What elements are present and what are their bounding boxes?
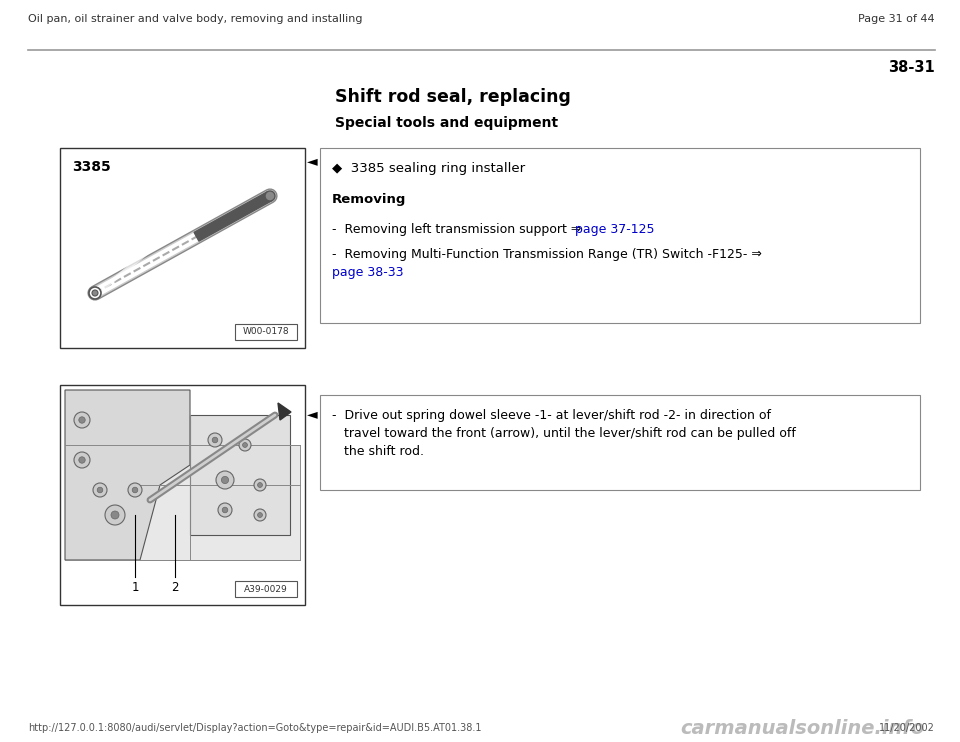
Text: ◆  3385 sealing ring installer: ◆ 3385 sealing ring installer: [332, 162, 525, 175]
Text: travel toward the front (arrow), until the lever/shift rod can be pulled off: travel toward the front (arrow), until t…: [332, 427, 796, 440]
Text: Shift rod seal, replacing: Shift rod seal, replacing: [335, 88, 571, 106]
Text: page 38-33: page 38-33: [332, 266, 403, 279]
FancyArrow shape: [194, 191, 273, 241]
Circle shape: [111, 511, 119, 519]
Text: A39-0029: A39-0029: [244, 585, 288, 594]
Bar: [65, 445, 300, 560]
Circle shape: [216, 471, 234, 489]
Circle shape: [265, 191, 275, 201]
Circle shape: [212, 437, 218, 443]
Circle shape: [257, 482, 262, 487]
Circle shape: [222, 508, 228, 513]
Text: 38-31: 38-31: [888, 60, 935, 75]
Text: the shift rod.: the shift rod.: [332, 445, 424, 458]
Circle shape: [128, 483, 142, 497]
Circle shape: [257, 513, 262, 517]
Bar: [320, 395, 920, 490]
Text: page 37-125: page 37-125: [575, 223, 655, 236]
Text: http://127.0.0.1:8080/audi/servlet/Display?action=Goto&type=repair&id=AUDI.B5.AT: http://127.0.0.1:8080/audi/servlet/Displ…: [28, 723, 482, 733]
Circle shape: [208, 433, 222, 447]
Circle shape: [74, 452, 90, 468]
Circle shape: [79, 417, 85, 423]
Circle shape: [218, 503, 232, 517]
Text: Removing: Removing: [332, 193, 406, 206]
Polygon shape: [65, 390, 190, 560]
Text: Page 31 of 44: Page 31 of 44: [858, 14, 935, 24]
Bar: [320, 148, 920, 323]
Bar: [235, 581, 297, 597]
Circle shape: [132, 487, 138, 493]
Polygon shape: [278, 403, 291, 420]
Circle shape: [97, 487, 103, 493]
Text: Special tools and equipment: Special tools and equipment: [335, 116, 558, 130]
Text: 11/20/2002: 11/20/2002: [879, 723, 935, 733]
Circle shape: [89, 287, 101, 299]
Text: Oil pan, oil strainer and valve body, removing and installing: Oil pan, oil strainer and valve body, re…: [28, 14, 363, 24]
Bar: [60, 148, 305, 348]
Text: -  Removing Multi-Function Transmission Range (TR) Switch -F125- ⇒: - Removing Multi-Function Transmission R…: [332, 248, 762, 261]
Circle shape: [79, 457, 85, 463]
Circle shape: [254, 479, 266, 491]
Circle shape: [105, 505, 125, 525]
Bar: [190, 415, 290, 535]
Circle shape: [222, 476, 228, 484]
Text: 2: 2: [171, 581, 179, 594]
Circle shape: [74, 412, 90, 428]
Circle shape: [92, 290, 98, 296]
Text: -  Drive out spring dowel sleeve -1- at lever/shift rod -2- in direction of: - Drive out spring dowel sleeve -1- at l…: [332, 409, 771, 422]
Text: carmanualsonline.info: carmanualsonline.info: [680, 719, 924, 738]
Circle shape: [239, 439, 251, 451]
Circle shape: [254, 509, 266, 521]
Circle shape: [243, 442, 248, 447]
Text: ◄: ◄: [307, 407, 318, 421]
Text: -  Removing left transmission support ⇒: - Removing left transmission support ⇒: [332, 223, 586, 236]
Text: 1: 1: [132, 581, 139, 594]
Circle shape: [93, 483, 107, 497]
Bar: [235, 324, 297, 340]
Text: ◄: ◄: [307, 154, 318, 168]
Text: .: .: [615, 223, 623, 236]
Bar: [60, 385, 305, 605]
Text: W00-0178: W00-0178: [243, 327, 289, 337]
Text: .: .: [372, 266, 380, 279]
Text: 3385: 3385: [72, 160, 110, 174]
